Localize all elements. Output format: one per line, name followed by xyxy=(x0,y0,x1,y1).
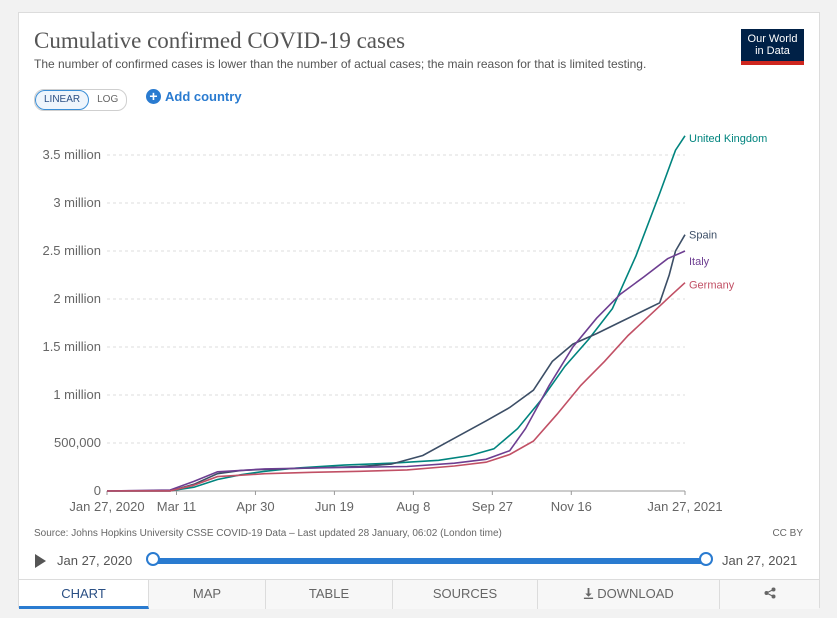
play-icon[interactable] xyxy=(35,554,46,568)
share-button[interactable] xyxy=(720,580,819,609)
scale-toggle: LINEAR LOG xyxy=(34,89,128,111)
y-tick-label: 2 million xyxy=(53,291,101,306)
owid-logo[interactable]: Our World in Data xyxy=(741,29,804,65)
plus-icon: + xyxy=(146,89,161,104)
series-label: Germany xyxy=(689,280,735,292)
x-tick-label: Sep 27 xyxy=(472,499,513,514)
timeline: Jan 27, 2020 Jan 27, 2021 xyxy=(19,549,819,573)
x-tick-label: Nov 16 xyxy=(551,499,592,514)
line-chart: 0 500,000 1 million 1.5 million 2 million 2.5… xyxy=(42,133,767,514)
tab-download-label: DOWNLOAD xyxy=(597,586,674,601)
share-icon xyxy=(764,587,775,599)
tab-bar: CHART MAP TABLE SOURCES DOWNLOAD xyxy=(19,579,819,609)
x-tick-label: Apr 30 xyxy=(236,499,274,514)
series-label: Italy xyxy=(689,256,710,268)
source-note: Source: Johns Hopkins University CSSE CO… xyxy=(34,528,502,539)
y-tick-label: 2.5 million xyxy=(42,243,101,258)
chart-title: Cumulative confirmed COVID-19 cases xyxy=(34,28,406,53)
y-tick-label: 3.5 million xyxy=(42,147,101,162)
download-icon xyxy=(584,588,594,599)
x-tick-label: Mar 11 xyxy=(157,499,197,514)
x-tick-label: Jan 27, 2021 xyxy=(647,499,722,514)
y-tick-label: 1.5 million xyxy=(42,339,101,354)
timeline-track[interactable] xyxy=(153,558,706,564)
tab-sources[interactable]: SOURCES xyxy=(393,580,538,609)
chart-subtitle: The number of confirmed cases is lower t… xyxy=(34,57,647,71)
series-line-italy xyxy=(106,250,686,492)
x-tick-label: Jan 27, 2020 xyxy=(69,499,144,514)
timeline-start-label: Jan 27, 2020 xyxy=(57,553,133,568)
scale-linear-button[interactable]: LINEAR xyxy=(35,90,90,110)
add-country-button[interactable]: + Add country xyxy=(146,89,242,104)
tab-map[interactable]: MAP xyxy=(149,580,266,609)
chart-card: Cumulative confirmed COVID-19 cases The … xyxy=(18,12,820,609)
y-tick-label: 0 xyxy=(94,483,101,498)
tab-chart[interactable]: CHART xyxy=(19,580,149,609)
x-tick-label: Jun 19 xyxy=(315,499,354,514)
logo-line-1: Our World xyxy=(747,33,798,45)
add-country-label: Add country xyxy=(165,89,242,104)
scale-log-button[interactable]: LOG xyxy=(97,94,119,105)
logo-line-2: in Data xyxy=(755,45,790,57)
series-label: Spain xyxy=(689,230,717,242)
timeline-end-label: Jan 27, 2021 xyxy=(722,553,798,568)
y-tick-label: 1 million xyxy=(53,387,101,402)
tab-download[interactable]: DOWNLOAD xyxy=(538,580,720,609)
series-label: United Kingdom xyxy=(689,133,767,145)
tab-table[interactable]: TABLE xyxy=(266,580,393,609)
series-line-united-kingdom xyxy=(106,135,686,492)
series-line-germany xyxy=(106,282,686,492)
y-tick-label: 3 million xyxy=(53,195,101,210)
y-tick-label: 500,000 xyxy=(54,435,101,450)
license-link[interactable]: CC BY xyxy=(772,528,803,539)
timeline-end-handle[interactable] xyxy=(699,552,713,566)
timeline-start-handle[interactable] xyxy=(146,552,160,566)
x-tick-label: Aug 8 xyxy=(396,499,430,514)
series-line-spain xyxy=(106,234,686,492)
